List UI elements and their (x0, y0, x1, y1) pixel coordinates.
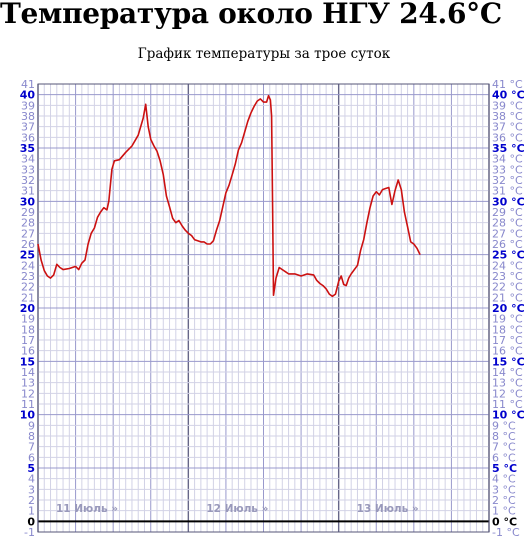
y-tick-label-left: 34 (21, 153, 35, 166)
y-tick-label-left: 25 (20, 249, 35, 262)
y-tick-label-left: 29 (21, 206, 35, 219)
y-tick-label-right: 40 °C (492, 89, 525, 102)
y-tick-label-right: 10 °C (492, 409, 525, 422)
y-tick-label-left: 24 (21, 259, 35, 272)
y-tick-label-left: 11 (21, 398, 35, 411)
y-tick-label-left: 21 (21, 291, 35, 304)
y-tick-label-right: 12 °C (492, 387, 523, 400)
y-tick-label-right: 29 °C (492, 206, 523, 219)
y-tick-label-right: 28 °C (492, 217, 523, 230)
y-tick-label-right: 3 °C (492, 483, 516, 496)
y-tick-label-right: 36 °C (492, 131, 523, 144)
y-tick-label-right: 9 °C (492, 419, 516, 432)
y-tick-label-left: 5 (27, 462, 35, 475)
y-tick-label-right: 39 °C (492, 99, 523, 112)
y-tick-label-right: 32 °C (492, 174, 523, 187)
temperature-series-line (37, 94, 421, 298)
y-tick-label-left: 1 (28, 505, 35, 518)
y-tick-label-right: 38 °C (492, 110, 523, 123)
y-tick-label-left: 23 (21, 270, 35, 283)
y-tick-label-left: 33 (21, 163, 35, 176)
y-tick-label-left: 20 (20, 302, 36, 315)
y-tick-label-right: 15 °C (492, 355, 525, 368)
y-tick-label-right: 20 °C (492, 302, 525, 315)
plot-frame (37, 83, 490, 533)
y-tick-label-left: 8 (28, 430, 35, 443)
y-tick-label-right: 26 °C (492, 238, 523, 251)
y-tick-label-left: 14 (21, 366, 35, 379)
y-tick-label-right: 6 °C (492, 451, 516, 464)
y-tick-label-right: 34 °C (492, 153, 523, 166)
y-tick-label-left: 39 (21, 99, 35, 112)
y-tick-label-left: 19 (21, 313, 35, 326)
y-tick-label-left: 2 (28, 494, 35, 507)
y-tick-label-right: 37 °C (492, 121, 523, 134)
y-tick-label-left: 0 (27, 515, 35, 528)
y-tick-label-right: 8 °C (492, 430, 516, 443)
y-tick-label-left: 32 (21, 174, 35, 187)
y-tick-label-right: 14 °C (492, 366, 523, 379)
y-tick-label-left: 30 (20, 195, 36, 208)
y-tick-label-right: 11 °C (492, 398, 523, 411)
y-tick-label-left: 12 (21, 387, 35, 400)
y-tick-label-left: 37 (21, 121, 35, 134)
day-label: 13 Июль » (357, 503, 419, 515)
y-tick-label-right: 31 °C (492, 185, 523, 198)
y-tick-label-left: 7 (28, 441, 35, 454)
y-tick-label-right: 21 °C (492, 291, 523, 304)
y-tick-label-right: 19 °C (492, 313, 523, 326)
y-tick-label-left: 31 (21, 185, 35, 198)
y-tick-label-right: 23 °C (492, 270, 523, 283)
y-tick-label-right: 24 °C (492, 259, 523, 272)
y-tick-label-left: 28 (21, 217, 35, 230)
y-tick-label-left: 4 (28, 473, 35, 486)
y-tick-label-left: 10 (20, 409, 36, 422)
y-tick-label-right: 13 °C (492, 377, 523, 390)
y-tick-label-right: 41 °C (492, 78, 523, 91)
axes (37, 83, 490, 533)
grid (37, 83, 490, 533)
y-tick-label-left: 15 (20, 355, 35, 368)
y-tick-label-right: 2 °C (492, 494, 516, 507)
y-tick-label-left: 22 (21, 281, 35, 294)
y-tick-label-left: 3 (28, 483, 35, 496)
y-tick-label-right: 30 °C (492, 195, 525, 208)
tick-labels: -1 -1 °C0 0 °C1 1 °C2 2 °C3 3 °C4 4 °C5 5 °C6 6 … (20, 78, 525, 536)
y-tick-label-left: 38 (21, 110, 35, 123)
y-tick-label-left: 16 (21, 345, 35, 358)
y-tick-label-right: 22 °C (492, 281, 523, 294)
y-tick-label-left: 17 (21, 334, 35, 347)
page-title: Температура около НГУ 24.6°C (0, 0, 502, 30)
y-tick-label-right: 25 °C (492, 249, 525, 262)
y-tick-label-left: 18 (21, 323, 35, 336)
y-tick-label-right: -1 °C (492, 526, 520, 536)
day-label: 12 Июль » (206, 503, 268, 515)
y-tick-label-left: 36 (21, 131, 35, 144)
y-tick-label-left: 9 (28, 419, 35, 432)
y-tick-label-right: 17 °C (492, 334, 523, 347)
y-tick-label-left: 6 (28, 451, 35, 464)
y-tick-label-left: 35 (20, 142, 35, 155)
y-tick-label-right: 1 °C (492, 505, 516, 518)
y-tick-label-left: 40 (20, 89, 36, 102)
y-tick-label-left: 41 (21, 78, 35, 91)
y-tick-label-right: 33 °C (492, 163, 523, 176)
y-tick-label-left: -1 (24, 526, 35, 536)
y-tick-label-left: 13 (21, 377, 35, 390)
series (37, 94, 421, 298)
y-tick-label-left: 26 (21, 238, 35, 251)
y-tick-label-right: 4 °C (492, 473, 516, 486)
y-tick-label-left: 27 (21, 227, 35, 240)
day-label: 11 Июль » (56, 503, 118, 515)
y-tick-label-right: 16 °C (492, 345, 523, 358)
y-tick-label-right: 18 °C (492, 323, 523, 336)
y-tick-label-right: 5 °C (492, 462, 517, 475)
y-tick-label-right: 0 °C (492, 515, 517, 528)
y-tick-label-right: 35 °C (492, 142, 525, 155)
chart-subtitle: График температуры за трое суток (137, 46, 391, 62)
y-tick-label-right: 7 °C (492, 441, 516, 454)
y-tick-label-right: 27 °C (492, 227, 523, 240)
